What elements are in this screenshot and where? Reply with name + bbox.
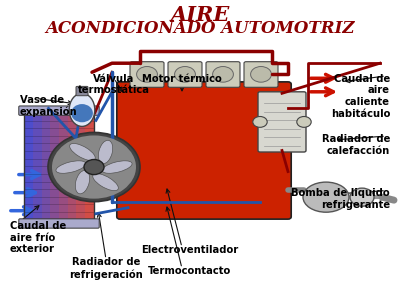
- Circle shape: [297, 116, 311, 127]
- Circle shape: [213, 67, 234, 82]
- Text: Motor térmico: Motor térmico: [142, 74, 222, 84]
- Text: Bomba de liquido
refrigerante: Bomba de liquido refrigerante: [291, 188, 390, 210]
- Ellipse shape: [70, 144, 95, 160]
- Circle shape: [253, 116, 267, 127]
- Bar: [68, 111, 76, 223]
- Circle shape: [48, 132, 140, 202]
- Text: Caudal de
aire
caliente
habitáculo: Caudal de aire caliente habitáculo: [331, 74, 390, 119]
- Ellipse shape: [56, 161, 86, 173]
- Text: Válvula
termostática: Válvula termostática: [78, 74, 150, 95]
- Text: Electroventilador: Electroventilador: [141, 245, 239, 255]
- Text: Termocontacto: Termocontacto: [148, 266, 232, 276]
- FancyBboxPatch shape: [130, 62, 164, 87]
- Bar: [24, 111, 33, 223]
- Ellipse shape: [98, 140, 113, 164]
- FancyBboxPatch shape: [258, 92, 306, 152]
- Bar: [24, 111, 94, 223]
- Ellipse shape: [350, 188, 374, 206]
- Text: ACONDICIONADO AUTOMOTRIZ: ACONDICIONADO AUTOMOTRIZ: [45, 20, 355, 36]
- Bar: [85, 111, 94, 223]
- Bar: [76, 111, 85, 223]
- FancyBboxPatch shape: [19, 219, 99, 228]
- Ellipse shape: [102, 161, 132, 173]
- Ellipse shape: [69, 93, 95, 126]
- Ellipse shape: [303, 182, 349, 212]
- Text: AIRE: AIRE: [170, 5, 230, 24]
- Ellipse shape: [75, 170, 90, 194]
- Text: Radiador de
refrigeración: Radiador de refrigeración: [69, 257, 143, 280]
- Bar: [59, 111, 68, 223]
- Circle shape: [84, 160, 104, 175]
- Text: Vaso de
expansión: Vaso de expansión: [20, 95, 78, 117]
- Ellipse shape: [71, 104, 93, 122]
- Ellipse shape: [93, 174, 118, 191]
- Text: Caudal de
aire frío
exterior: Caudal de aire frío exterior: [10, 221, 66, 254]
- FancyBboxPatch shape: [117, 82, 291, 219]
- Circle shape: [136, 67, 157, 82]
- Circle shape: [250, 67, 271, 82]
- FancyBboxPatch shape: [76, 86, 88, 96]
- Text: Radiador de
calefacción: Radiador de calefacción: [322, 134, 390, 156]
- Bar: [42, 111, 50, 223]
- Circle shape: [52, 135, 136, 199]
- FancyBboxPatch shape: [244, 62, 278, 87]
- FancyBboxPatch shape: [168, 62, 202, 87]
- Bar: [33, 111, 42, 223]
- Bar: [50, 111, 59, 223]
- FancyBboxPatch shape: [19, 106, 99, 115]
- FancyBboxPatch shape: [206, 62, 240, 87]
- Circle shape: [174, 67, 195, 82]
